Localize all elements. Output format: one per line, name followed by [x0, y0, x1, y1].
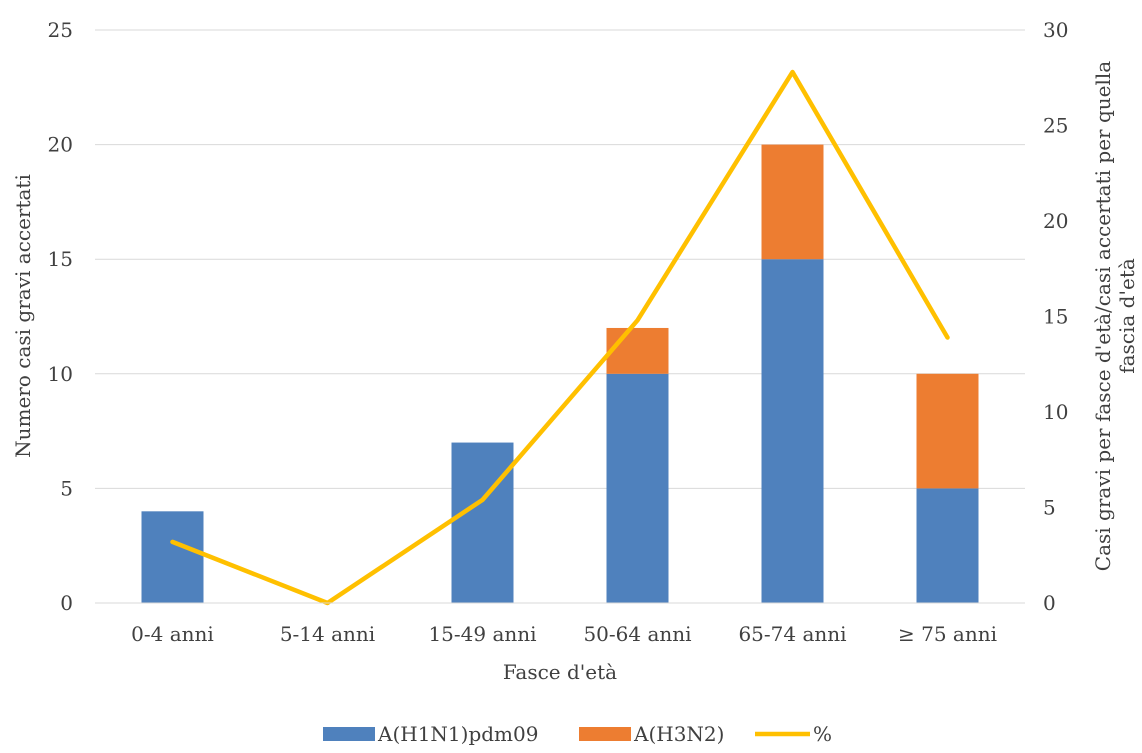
y2-tick-label-1: 5	[1043, 496, 1056, 520]
x-tick-label-0: 0-4 anni	[131, 622, 214, 646]
y-tick-label-1: 5	[60, 476, 73, 500]
bar-h1n1-0	[141, 511, 204, 603]
y2-axis-title-line1: Casi gravi per fasce d'età/casi accertat…	[1091, 61, 1115, 571]
y2-tick-label-4: 20	[1043, 209, 1068, 233]
x-axis-ticks: 0-4 anni 5-14 anni 15-49 anni 50-64 anni 65-…	[131, 622, 997, 646]
y-tick-label-3: 15	[48, 247, 73, 271]
bar-h1n1-4	[761, 259, 824, 603]
bar-h1n1-5	[916, 488, 979, 603]
x-tick-label-3: 50-64 anni	[583, 622, 691, 646]
y2-tick-label-0: 0	[1043, 591, 1056, 615]
bars	[141, 144, 979, 603]
y-axis-title: Numero casi gravi accertati	[11, 174, 35, 458]
y-tick-label-5: 25	[48, 18, 73, 42]
y-tick-label-4: 20	[48, 133, 73, 157]
bar-h1n1-3	[606, 373, 669, 603]
legend-swatch-1	[579, 727, 631, 741]
legend: A(H1N1)pdm09 A(H3N2)%	[323, 722, 832, 746]
line-percent	[170, 69, 950, 606]
bar-h1n1-2	[451, 442, 514, 603]
bar-h3n2-4	[761, 144, 824, 260]
legend-swatch-0	[323, 727, 375, 741]
x-tick-label-2: 15-49 anni	[428, 622, 536, 646]
percentage-line	[170, 69, 950, 606]
legend-label-2: %	[813, 722, 832, 746]
x-tick-label-4: 65-74 anni	[738, 622, 846, 646]
legend-label-1: A(H3N2)	[633, 722, 724, 746]
y2-tick-label-5: 25	[1043, 114, 1068, 138]
bar-h3n2-3	[606, 327, 669, 374]
y2-tick-label-2: 10	[1043, 400, 1068, 424]
y-tick-label-0: 0	[60, 591, 73, 615]
y2-axis-title-line2: fascia d'età	[1115, 258, 1139, 374]
left-axis-ticks: 0 5 10 15 20 25	[48, 18, 73, 615]
x-axis-title: Fasce d'età	[503, 660, 617, 684]
gridlines	[95, 29, 1025, 489]
y-tick-label-2: 10	[48, 362, 73, 386]
y2-tick-label-6: 30	[1043, 18, 1068, 42]
x-tick-label-5: ≥ 75 anni	[898, 622, 997, 646]
y2-tick-label-3: 15	[1043, 305, 1068, 329]
x-tick-label-1: 5-14 anni	[280, 622, 375, 646]
bar-h3n2-5	[916, 373, 979, 489]
legend-label-0: A(H1N1)pdm09	[377, 722, 538, 746]
right-axis-ticks: 0 5 10 15 20 25 30	[1043, 18, 1068, 615]
